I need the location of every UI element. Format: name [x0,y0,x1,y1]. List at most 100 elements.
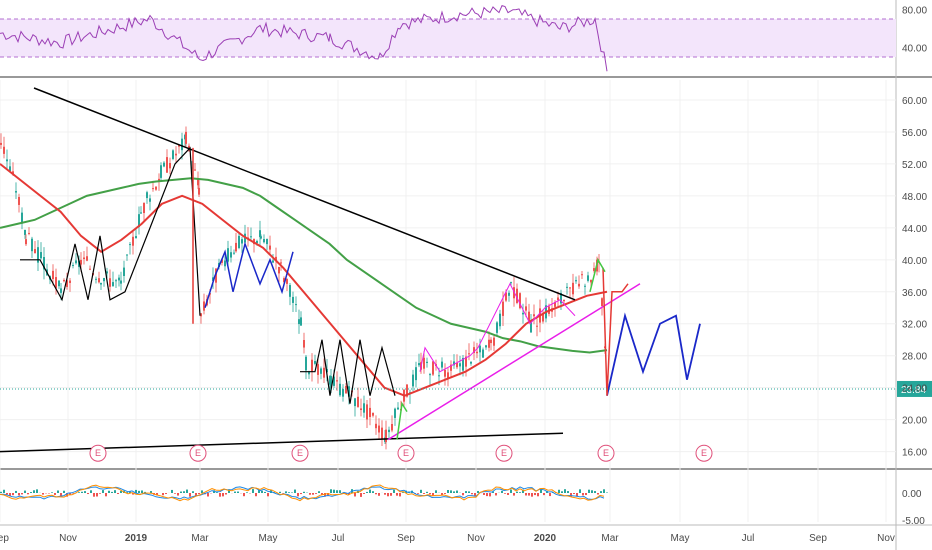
candle-body [516,288,518,303]
macd-hist-bar [537,493,539,497]
candle-body [3,146,5,154]
macd-hist-bar [444,493,446,494]
macd-hist-bar [222,493,224,497]
candle-body [260,236,262,239]
macd-hist-bar [333,489,335,493]
macd-hist-bar [447,490,449,493]
macd-hist-bar [57,490,59,493]
macd-hist-bar [225,493,227,495]
price-tick-label: 36.00 [902,288,927,299]
macd-hist-bar [567,491,569,493]
candle-body [441,361,443,368]
earnings-marker-label: E [403,448,409,458]
candle-body [528,311,530,322]
macd-hist-bar [12,493,14,496]
candle-body [238,235,240,249]
candle-body [432,361,434,375]
macd-hist-bar [603,489,605,493]
zigzag-blue [204,241,294,308]
rsi-line [0,5,608,72]
macd-hist-bar [474,493,476,497]
candle-body [138,214,140,227]
macd-hist-bar [387,493,389,497]
candle-body [221,259,223,263]
macd-hist-bar [330,489,332,493]
candle-body [317,364,319,375]
candle-body [499,313,501,327]
candle-body [502,301,504,316]
macd-tick-label: 0.00 [902,489,922,500]
macd-hist-bar [285,491,287,493]
macd-hist-bar [336,490,338,493]
macd-hist-bar [372,491,374,493]
candle-body [533,314,535,317]
candle-body [418,363,420,366]
macd-hist-bar [594,491,596,493]
macd-hist-bar [258,490,260,493]
macd-hist-bar [294,489,296,493]
candle-body [198,187,200,195]
candle-body [479,345,481,353]
candle-body [354,398,356,407]
candle-body [280,262,282,264]
candle-body [158,178,160,182]
candle-body [109,278,111,287]
macd-hist-bar [324,493,326,497]
candle-body [103,277,105,282]
candle-body [569,287,571,289]
candle-body [536,325,538,327]
macd-hist-bar [105,493,107,497]
macd-hist-bar [585,493,587,496]
macd-hist-bar [228,489,230,493]
macd-hist-bar [510,489,512,493]
candle-body [181,138,183,151]
candle-body [37,247,39,263]
macd-hist-bar [453,491,455,493]
macd-hist-bar [99,493,101,494]
macd-hist-bar [375,493,377,495]
date-tick-label: 2020 [534,533,557,544]
candle-body [0,142,2,145]
macd-hist-bar [462,493,464,496]
macd-hist-bar [423,493,425,494]
candle-body [95,278,97,280]
candle-body [197,179,199,186]
macd-hist-bar [3,489,5,493]
candle-body [275,256,277,262]
candle-body [55,277,57,289]
macd-hist-bar [318,491,320,493]
candle-body [438,375,440,377]
candle-body [530,320,532,333]
candle-body [112,282,114,287]
candle-body [132,236,134,246]
price-tick-label: 44.00 [902,224,927,235]
downtrend-line [33,87,576,301]
candle-body [40,252,42,259]
date-tick-label: Jul [332,533,345,544]
candle-body [563,299,565,302]
macd-hist-bar [339,490,341,493]
macd-hist-bar [126,492,128,493]
macd-tick-label: -5.00 [902,516,925,527]
macd-hist-bar [384,493,386,495]
price-tick-label: 24.00 [902,384,927,395]
candle-body [69,280,71,283]
macd-hist-bar [267,493,269,497]
macd-hist-bar [198,493,200,495]
candle-body [135,236,137,239]
candle-body [508,292,510,296]
macd-hist-bar [528,493,530,496]
earnings-marker [189,444,207,462]
base-line [0,432,564,453]
candle-body [191,166,193,170]
candle-body [554,301,556,307]
macd-hist-bar [15,490,17,493]
candle-body [224,260,226,267]
candle-body [572,282,574,295]
macd-hist-bar [309,493,311,495]
candle-body [485,345,487,348]
candle-body [447,372,449,380]
candle-body [126,254,128,256]
date-tick-label: Mar [601,533,619,544]
macd-hist-bar [264,491,266,493]
